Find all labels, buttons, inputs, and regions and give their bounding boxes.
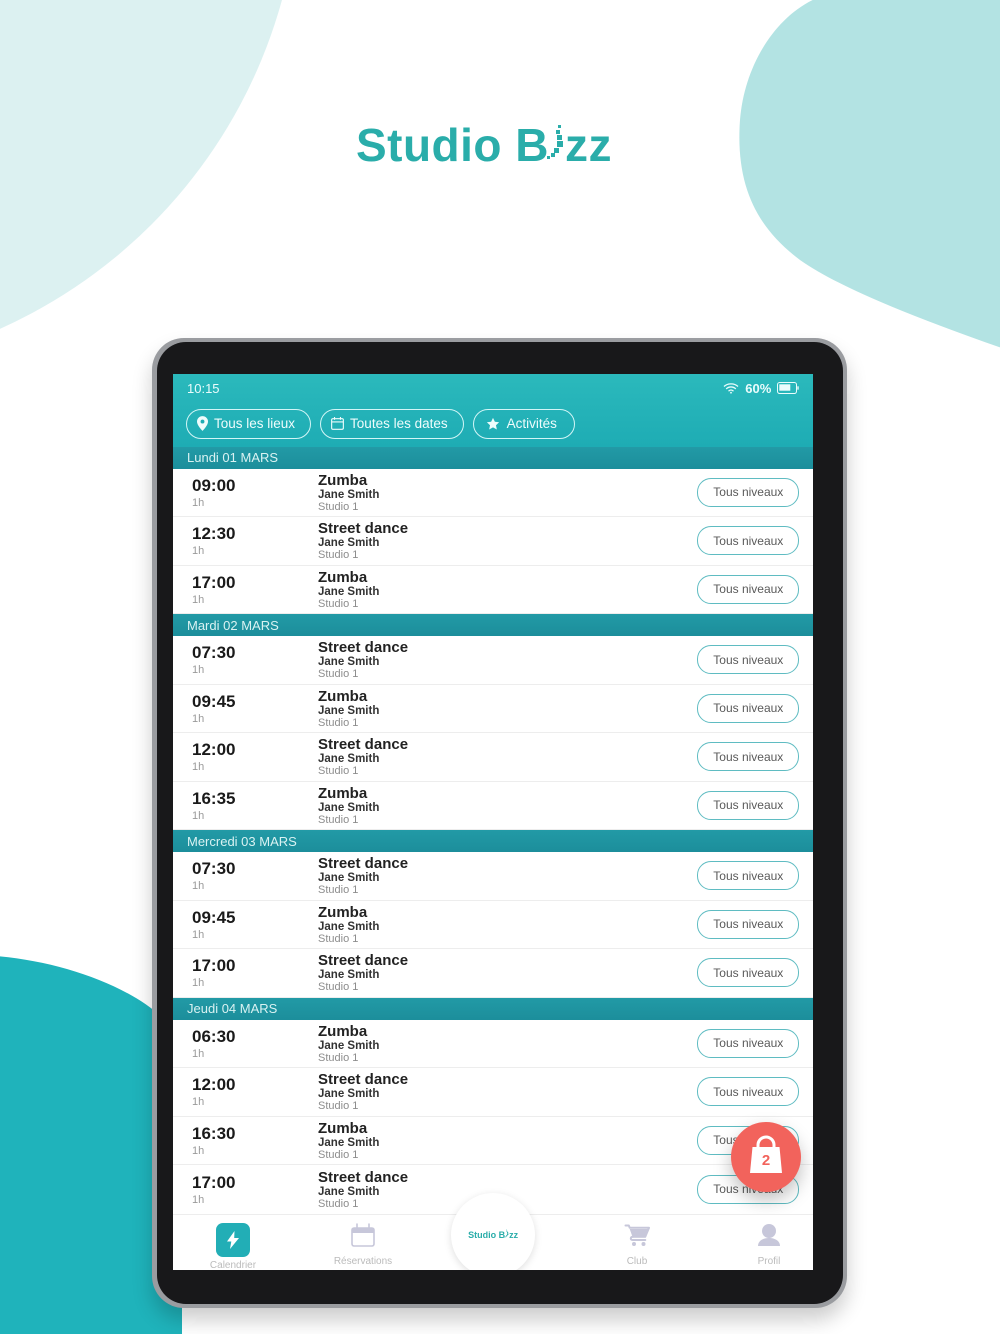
svg-text:2: 2 <box>762 1152 770 1169</box>
